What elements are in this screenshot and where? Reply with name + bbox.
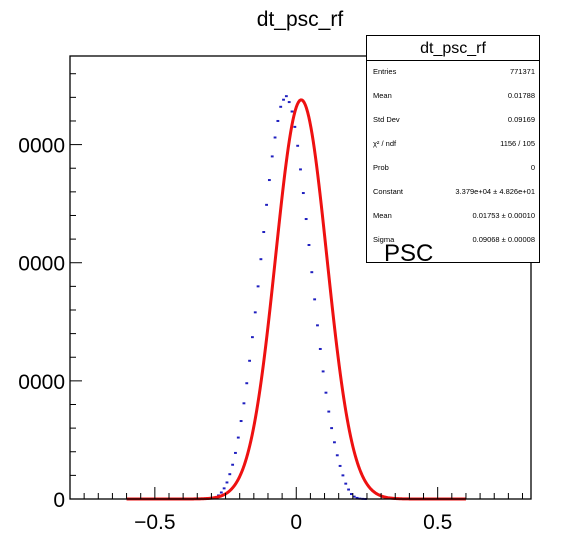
y-tick-label: 0 (53, 489, 65, 512)
stat-row-stddev: Std Dev 0.09169 (367, 109, 539, 131)
plot-title: dt_psc_rf (256, 8, 344, 31)
stat-row-mean: Mean 0.01788 (367, 85, 539, 107)
stat-key: Prob (373, 163, 389, 172)
psc-label: PSC (384, 240, 434, 267)
stat-value: 0.09169 (507, 115, 535, 124)
x-tick-label: 0 (290, 511, 302, 534)
y-tick-label: 0000 (18, 135, 65, 158)
stat-key: χ² / ndf (373, 139, 397, 148)
stat-row-constant: Constant 3.379e+04 ± 4.826e+01 (367, 181, 539, 203)
stats-box: dt_psc_rf Entries 771371 Mean 0.01788 St… (366, 35, 540, 263)
stat-row-entries: Entries 771371 (367, 61, 539, 83)
x-tick-label: 0.5 (423, 511, 452, 534)
y-tick-label: 0000 (18, 371, 65, 394)
stat-value: 3.379e+04 ± 4.826e+01 (455, 187, 535, 196)
stat-key: Sigma (373, 235, 395, 244)
stat-key: Entries (373, 67, 397, 76)
stat-key: Std Dev (373, 115, 400, 124)
stats-title: dt_psc_rf (367, 36, 539, 61)
stat-value: 0 (530, 163, 535, 172)
stat-row-prob: Prob 0 (367, 157, 539, 179)
stat-value: 0.09068 ± 0.00008 (472, 235, 535, 244)
stat-row-fit-mean: Mean 0.01753 ± 0.00010 (367, 205, 539, 227)
x-tick-label: −0.5 (134, 511, 175, 534)
stat-value: 771371 (509, 67, 535, 76)
stat-key: Mean (373, 91, 392, 100)
stat-row-chi2: χ² / ndf 1156 / 105 (367, 133, 539, 155)
stat-value: 0.01753 ± 0.00010 (472, 211, 535, 220)
stat-value: 0.01788 (507, 91, 535, 100)
stat-key: Constant (373, 187, 404, 196)
plot-frame (69, 55, 532, 500)
stat-value: 1156 / 105 (500, 139, 535, 148)
y-tick-label: 0000 (18, 253, 65, 276)
stat-row-sigma: Sigma 0.09068 ± 0.00008 (367, 229, 539, 251)
stat-key: Mean (373, 211, 392, 220)
